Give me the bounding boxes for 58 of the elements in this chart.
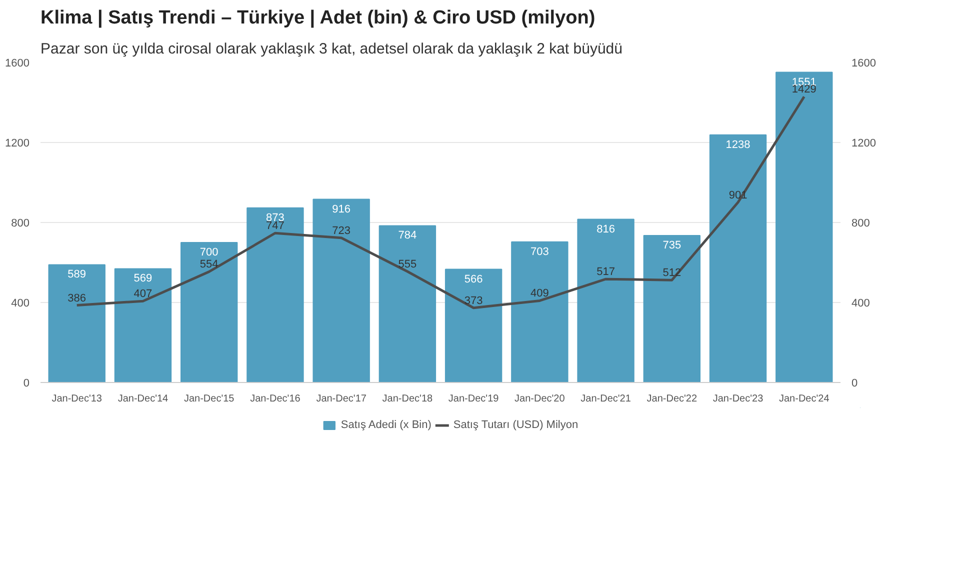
data-label: 517 [596,266,615,278]
data-label: 723 [332,224,351,237]
x-tick-label: Jan-Dec'15 [184,394,235,404]
bar [246,207,304,382]
data-label: 1429 [792,84,816,96]
data-label: 554 [200,258,218,271]
bar [643,235,701,382]
data-label: 916 [332,203,351,216]
data-label: 703 [530,246,549,258]
y2-tick-label: 800 [852,218,870,230]
y2-tick-label: 400 [852,298,870,310]
chart-title: Klima | Satış Trendi – Türkiye | Adet (bin) & Ciro USD (milyon) [40,8,596,28]
data-label: 373 [464,294,483,307]
x-tick-label: Jan-Dec'13 [52,394,102,404]
data-label: 407 [134,288,152,300]
chart-subtitle: Pazar son üç yılda cirosal olarak yaklaşık 3 kat, adetsel olarak da yaklaşık 2 kat büyüdü [40,40,622,58]
x-tick-label: Jan-Dec'14 [118,394,169,404]
bar [511,241,568,382]
data-label: 386 [68,292,86,304]
bar [180,242,238,382]
bar [577,218,634,382]
bar [114,268,172,382]
data-label: 409 [530,288,549,300]
data-label: 784 [398,230,417,242]
y-tick-label: 1200 [5,138,30,150]
y-tick-label: 0 [23,378,30,390]
x-tick-label: Jan-Dec'16 [250,394,301,404]
y2-tick-label: 0 [852,378,858,390]
x-tick-label: Jan-Dec'18 [382,394,434,404]
y2-tick-label: 1200 [852,138,876,150]
bar [312,198,370,382]
x-tick-label: Jan-Dec'20 [514,394,566,404]
data-label: 816 [596,223,615,236]
y-tick-label: 400 [11,298,30,310]
x-tick-label: Jan-Dec'23 [712,394,764,404]
legend-label: Satış Adedi (x Bin) [340,419,432,431]
x-tick-label: Jan-Dec'22 [646,394,698,404]
bar [378,225,436,382]
data-label: 566 [464,273,483,286]
x-tick-label: Jan-Dec'17 [316,394,367,404]
y-tick-label: 1600 [5,58,30,70]
data-label: 569 [134,272,152,285]
x-tick-label: Jan-Dec'21 [580,394,632,404]
y2-tick-label: 1600 [852,58,876,70]
bar [776,72,833,382]
bar [48,264,106,382]
data-label: 747 [266,220,284,232]
bar [709,134,767,382]
data-label: 589 [68,268,86,281]
data-label: 555 [398,258,417,270]
x-tick-label: Jan-Dec'19 [448,394,500,404]
legend-label: Satış Tutarı (USD) Milyon [453,419,578,431]
x-tick-label: Jan-Dec'24 [779,394,830,404]
data-label: 1238 [726,138,750,151]
data-label: 700 [200,246,218,258]
data-label: 735 [662,240,682,252]
bar [444,268,502,382]
y-tick-label: 800 [11,218,30,230]
